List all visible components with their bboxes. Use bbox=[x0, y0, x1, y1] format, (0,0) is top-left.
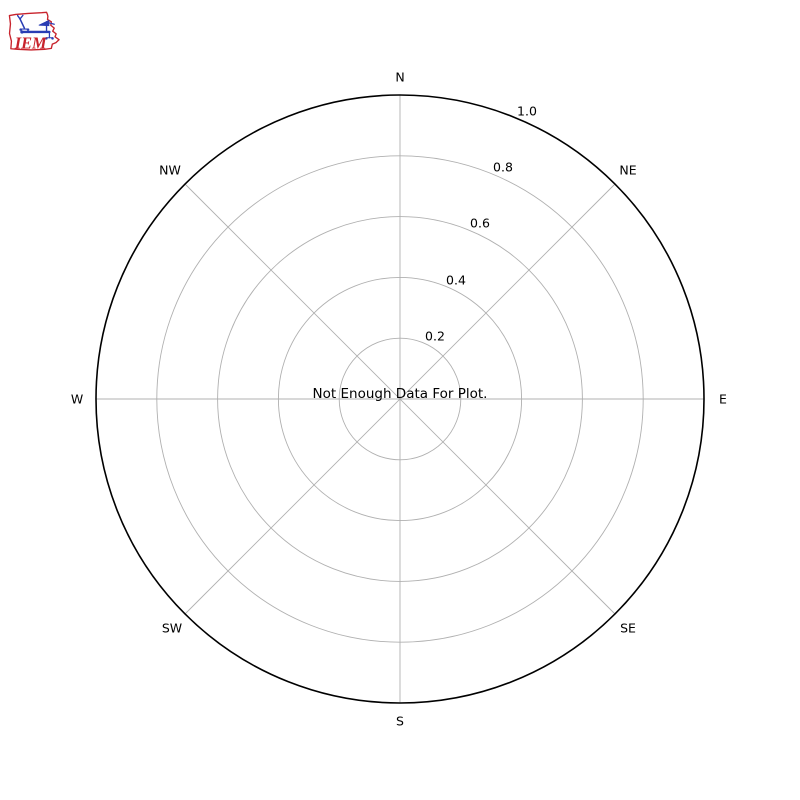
direction-label-ne: NE bbox=[619, 162, 637, 178]
no-data-message: Not Enough Data For Plot. bbox=[312, 386, 488, 402]
iem-logo-graphic: IEM bbox=[8, 11, 60, 52]
grid-circle-0-6 bbox=[217, 216, 583, 582]
direction-label-s: S bbox=[396, 713, 404, 729]
outer-axis-circle bbox=[95, 94, 705, 704]
grid-circle-0-8 bbox=[156, 155, 644, 643]
radial-tick-label-1-0: 1.0 bbox=[517, 103, 537, 119]
grid-circle-0-2 bbox=[338, 337, 462, 461]
radial-tick-label-0-8: 0.8 bbox=[493, 159, 513, 175]
weather-instrument-icon bbox=[16, 14, 55, 40]
radial-tick-label-0-4: 0.4 bbox=[446, 272, 466, 288]
direction-label-e: E bbox=[719, 391, 727, 407]
direction-label-nw: NW bbox=[159, 162, 181, 178]
direction-label-se: SE bbox=[620, 620, 636, 636]
radial-tick-label-0-6: 0.6 bbox=[470, 215, 490, 231]
direction-label-n: N bbox=[395, 69, 405, 85]
radial-tick-label-0-2: 0.2 bbox=[425, 328, 445, 344]
direction-label-w: W bbox=[70, 391, 84, 407]
polar-grid bbox=[96, 95, 704, 703]
iem-logo: IEM bbox=[7, 8, 61, 54]
spoke-nw-se bbox=[184, 183, 616, 615]
direction-label-sw: SW bbox=[161, 620, 183, 636]
iem-logo-text: IEM bbox=[14, 33, 48, 52]
grid-circle-0-4 bbox=[277, 276, 523, 522]
